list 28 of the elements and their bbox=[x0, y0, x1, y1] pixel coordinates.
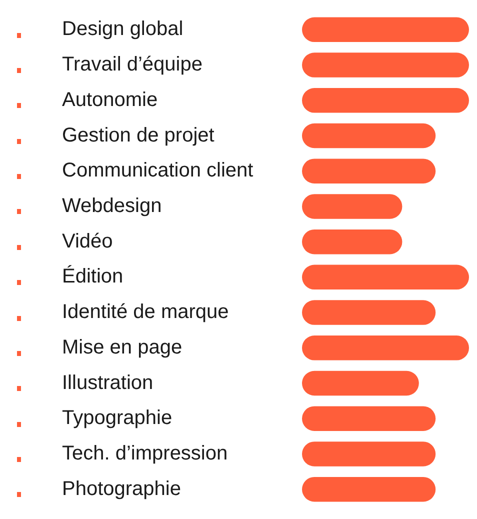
y-tick-label: Travail d’équipe bbox=[62, 54, 202, 76]
bar bbox=[302, 229, 402, 254]
y-tick-label: Design global bbox=[62, 18, 184, 40]
y-tick-label: Illustration bbox=[62, 372, 154, 394]
y-tick-label: Typographie bbox=[62, 407, 172, 430]
bar bbox=[302, 300, 436, 325]
y-tick-label: Photographie bbox=[62, 478, 181, 500]
bar bbox=[302, 370, 419, 396]
bar bbox=[302, 406, 436, 431]
y-tick-label: Communication client bbox=[62, 160, 254, 182]
y-tick-label: Webdesign bbox=[62, 194, 162, 217]
bar bbox=[302, 123, 436, 148]
y-tick-label: Tech. d’impression bbox=[62, 442, 228, 464]
bar bbox=[302, 194, 402, 219]
bar bbox=[302, 336, 469, 360]
bar bbox=[302, 52, 469, 78]
bar bbox=[302, 17, 469, 42]
bar bbox=[302, 88, 469, 113]
y-tick-label: Autonomie bbox=[62, 88, 158, 111]
y-tick-label: Identité de marque bbox=[62, 301, 229, 324]
y-tick-label: Édition bbox=[62, 264, 124, 288]
y-tick-label: Gestion de projet bbox=[62, 124, 215, 146]
bar bbox=[302, 442, 436, 466]
bar bbox=[302, 264, 469, 290]
y-tick-label: Mise en page bbox=[62, 336, 182, 358]
bar bbox=[302, 476, 436, 502]
bar bbox=[302, 158, 436, 184]
y-tick-label: Vidéo bbox=[62, 230, 113, 252]
